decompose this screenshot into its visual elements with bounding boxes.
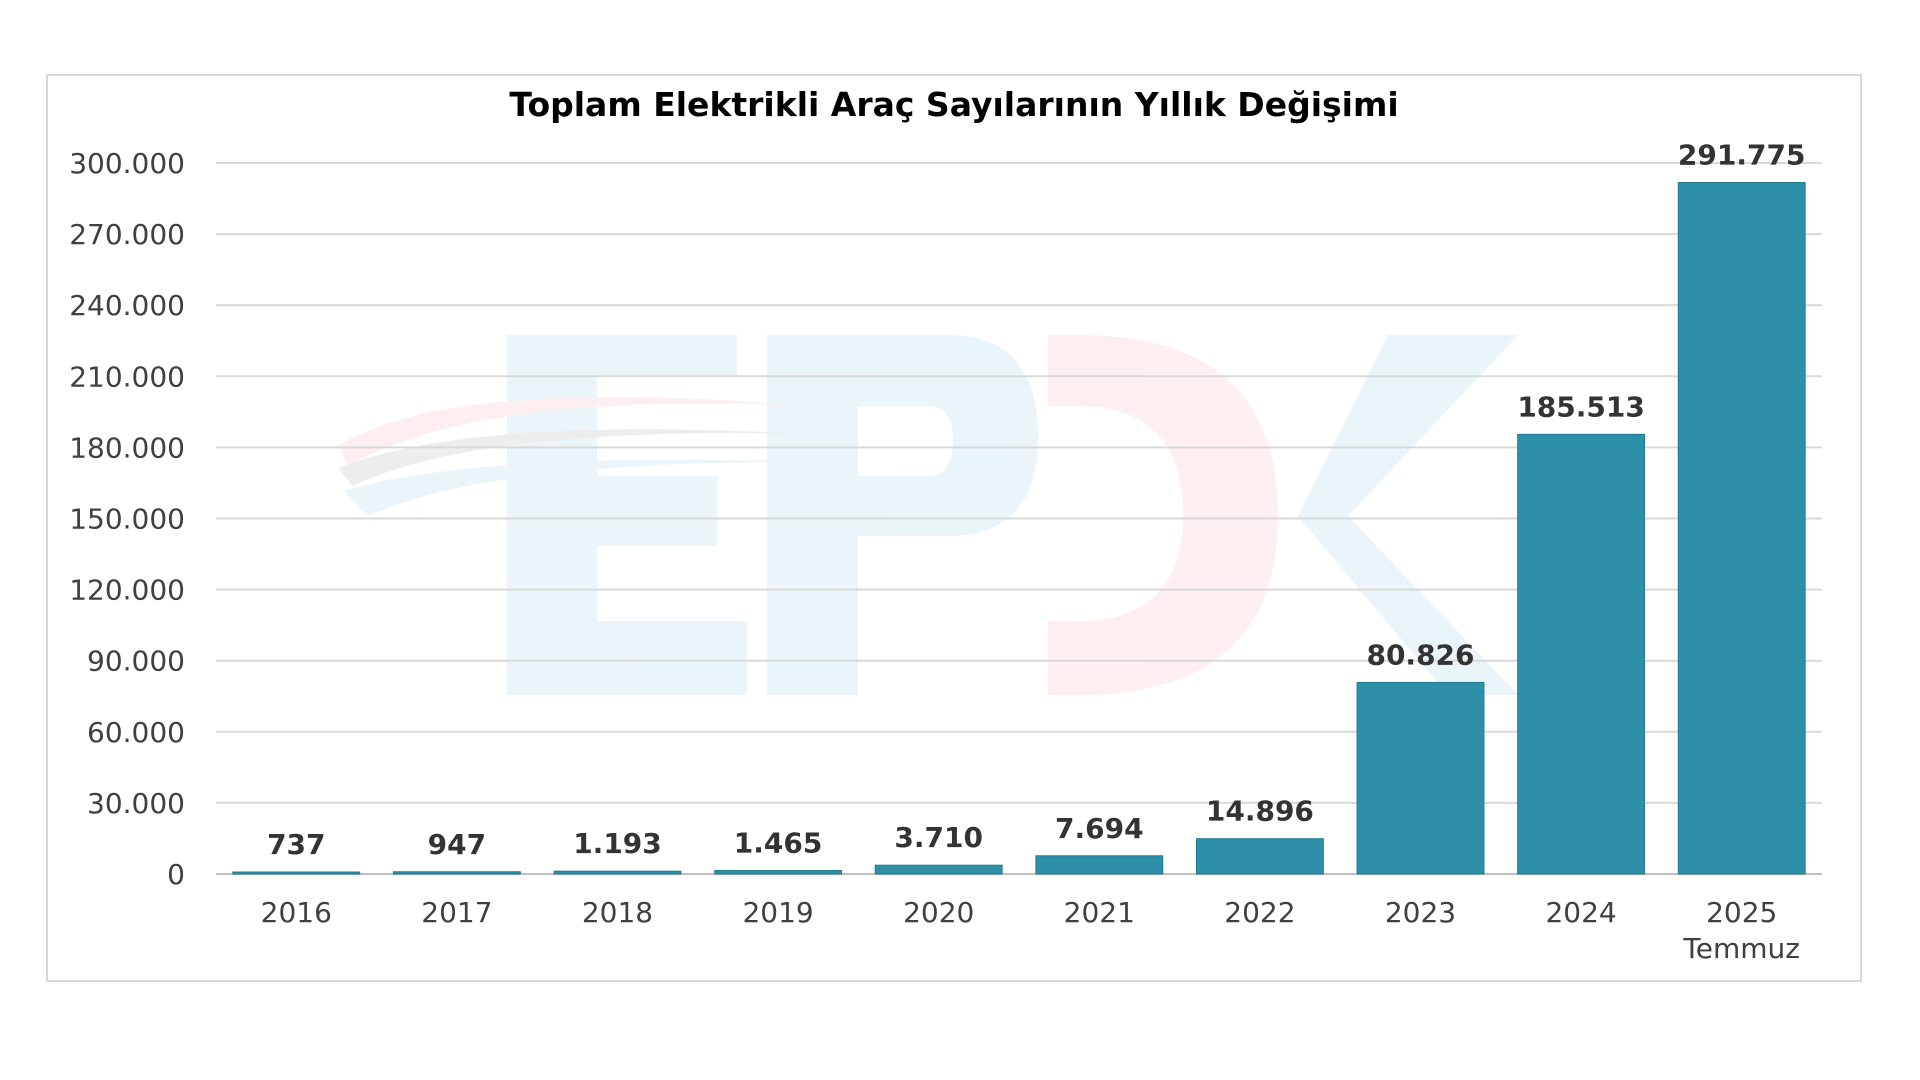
bar-2025 <box>1677 181 1806 875</box>
y-tick-label: 180.000 <box>69 431 185 464</box>
bar-chart: Toplam Elektrikli Araç Sayılarının Yıllı… <box>69 85 1822 965</box>
bar-2021 <box>1035 855 1164 875</box>
x-tick-label: 2025 <box>1706 896 1777 929</box>
y-tick-label: 270.000 <box>69 218 185 251</box>
x-tick-label: 2019 <box>742 896 813 929</box>
x-tick-label: 2017 <box>421 896 492 929</box>
bar-2024 <box>1517 433 1646 875</box>
y-tick-label: 150.000 <box>69 503 185 536</box>
data-label-2022: 14.896 <box>1206 795 1314 828</box>
bar-2019 <box>714 870 843 875</box>
data-labels: 737 947 1.193 1.465 3.710 7.694 14.896 80.826 18… <box>267 138 1805 861</box>
y-tick-label: 210.000 <box>69 360 185 393</box>
x-tick-sublabel: Temmuz <box>1682 932 1800 965</box>
bar-2022 <box>1195 838 1324 875</box>
x-tick-label: 2022 <box>1224 896 1295 929</box>
data-label-2021: 7.694 <box>1055 812 1144 845</box>
y-tick-label: 90.000 <box>87 645 185 678</box>
data-label-2017: 947 <box>428 828 486 861</box>
y-tick-label: 300.000 <box>69 147 185 180</box>
chart-title: Toplam Elektrikli Araç Sayılarının Yıllı… <box>509 85 1398 124</box>
x-tick-label: 2021 <box>1064 896 1135 929</box>
x-tick-label: 2024 <box>1545 896 1616 929</box>
y-tick-label: 30.000 <box>87 787 185 820</box>
data-label-2019: 1.465 <box>734 827 823 860</box>
epdk-watermark-logo <box>338 335 1518 695</box>
y-tick-label: 0 <box>167 858 185 891</box>
y-tick-label: 120.000 <box>69 574 185 607</box>
bar-2018 <box>553 870 682 875</box>
chart-frame: Toplam Elektrikli Araç Sayılarının Yıllı… <box>46 74 1862 982</box>
data-label-2024: 185.513 <box>1517 390 1645 423</box>
bars <box>232 181 1806 875</box>
x-tick-label: 2020 <box>903 896 974 929</box>
x-tick-label: 2018 <box>582 896 653 929</box>
bar-2023 <box>1356 681 1485 875</box>
data-label-2020: 3.710 <box>894 821 983 854</box>
y-tick-label: 60.000 <box>87 716 185 749</box>
y-axis-labels: 0 30.000 60.000 90.000 120.000 150.000 180.000… <box>69 147 185 891</box>
bar-2017 <box>392 871 521 875</box>
x-axis-labels: 2016 2017 2018 2019 2020 2021 2022 2023 2024 2025… <box>261 896 1800 965</box>
bar-2020 <box>874 864 1003 875</box>
bar-2016 <box>232 871 361 875</box>
x-tick-label: 2016 <box>261 896 332 929</box>
data-label-2016: 737 <box>267 828 325 861</box>
y-tick-label: 240.000 <box>69 289 185 322</box>
data-label-2018: 1.193 <box>573 827 662 860</box>
x-tick-label: 2023 <box>1385 896 1456 929</box>
data-label-2023: 80.826 <box>1366 638 1474 671</box>
data-label-2025: 291.775 <box>1678 138 1806 171</box>
